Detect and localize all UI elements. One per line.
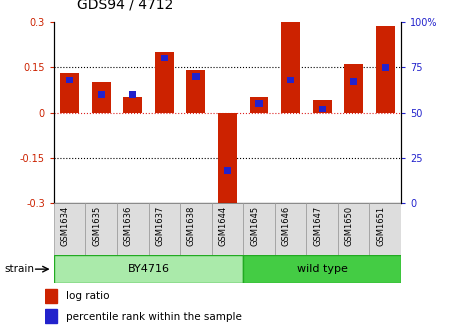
Bar <box>155 52 174 113</box>
Bar <box>54 203 85 255</box>
Text: GSM1637: GSM1637 <box>155 206 164 246</box>
Text: GSM1635: GSM1635 <box>92 206 101 246</box>
Bar <box>117 203 149 255</box>
Bar <box>92 82 111 113</box>
Bar <box>281 22 300 113</box>
Bar <box>149 203 180 255</box>
Bar <box>376 27 395 113</box>
Bar <box>350 78 357 85</box>
Text: wild type: wild type <box>297 264 348 274</box>
Text: GSM1647: GSM1647 <box>313 206 322 246</box>
Bar <box>243 255 401 283</box>
Bar <box>338 203 370 255</box>
Bar <box>187 70 205 113</box>
Bar <box>45 289 57 303</box>
Bar <box>66 77 73 83</box>
Bar <box>212 203 243 255</box>
Text: BY4716: BY4716 <box>128 264 170 274</box>
Bar <box>275 203 306 255</box>
Bar <box>256 100 263 107</box>
Text: GSM1638: GSM1638 <box>187 206 196 246</box>
Bar <box>218 113 237 206</box>
Bar <box>180 203 212 255</box>
Text: GSM1651: GSM1651 <box>376 206 385 246</box>
Bar <box>161 55 168 61</box>
Bar <box>370 203 401 255</box>
Bar <box>306 203 338 255</box>
Bar <box>243 203 275 255</box>
Bar <box>287 77 294 83</box>
Bar <box>224 167 231 174</box>
Bar <box>54 255 243 283</box>
Bar <box>85 203 117 255</box>
Bar <box>344 64 363 113</box>
Bar <box>129 91 136 98</box>
Text: strain: strain <box>5 264 35 274</box>
Text: log ratio: log ratio <box>66 291 109 301</box>
Bar <box>192 73 199 80</box>
Text: GSM1645: GSM1645 <box>250 206 259 246</box>
Text: GDS94 / 4712: GDS94 / 4712 <box>77 0 174 12</box>
Bar <box>98 91 105 98</box>
Text: percentile rank within the sample: percentile rank within the sample <box>66 311 242 322</box>
Bar <box>45 309 57 323</box>
Text: GSM1636: GSM1636 <box>124 206 133 246</box>
Text: GSM1650: GSM1650 <box>345 206 354 246</box>
Bar <box>382 64 389 71</box>
Bar <box>318 106 325 112</box>
Text: GSM1646: GSM1646 <box>281 206 291 246</box>
Bar <box>313 100 332 113</box>
Bar <box>60 73 79 113</box>
Text: GSM1644: GSM1644 <box>219 206 227 246</box>
Text: GSM1634: GSM1634 <box>61 206 70 246</box>
Bar <box>123 97 142 113</box>
Bar <box>250 97 268 113</box>
